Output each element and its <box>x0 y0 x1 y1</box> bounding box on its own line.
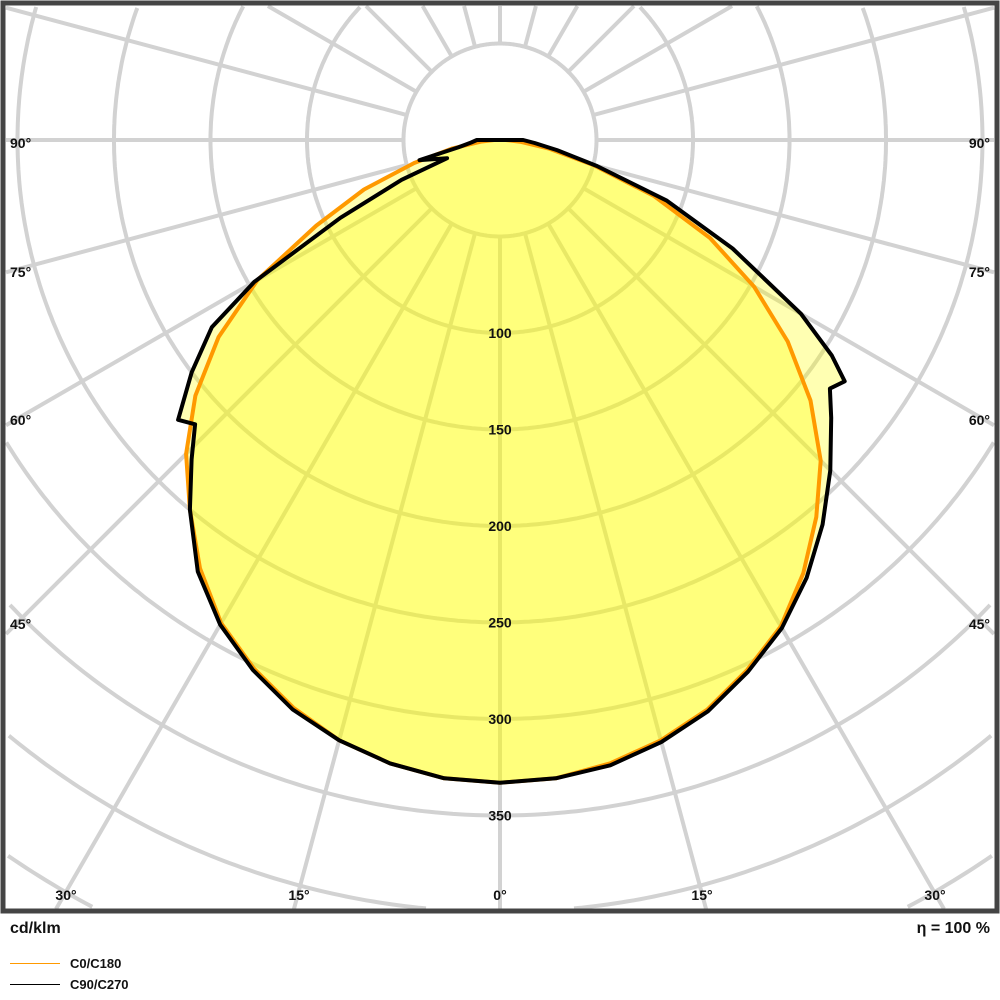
radial-tick-label: 200 <box>488 518 512 534</box>
grid-spoke <box>546 222 946 911</box>
polar-grid <box>4 4 996 911</box>
angle-label-right: 45° <box>969 616 990 632</box>
series-line-c90-c270 <box>176 138 847 785</box>
angle-label-right: 75° <box>969 264 990 280</box>
grid-spoke <box>462 5 477 48</box>
grid-spoke <box>54 222 454 911</box>
legend-swatch-orange <box>10 963 60 964</box>
grid-ring <box>8 603 992 818</box>
grid-spoke <box>523 5 538 48</box>
radial-tick-label: 300 <box>488 711 512 727</box>
axis-labels: 100 150 200 250 300 350 90° 90° 75° 75° 60° 60° 45° 4… <box>10 135 990 903</box>
legend-item-c90-c270: C90/C270 <box>10 977 129 992</box>
grid-spoke <box>420 5 454 58</box>
unit-label: cd/klm <box>10 920 61 937</box>
grid-spoke <box>5 163 408 275</box>
grid-spoke <box>5 5 408 117</box>
angle-label-left: 45° <box>10 616 31 632</box>
legend-label: C0/C180 <box>70 956 122 971</box>
grid-spoke <box>4 206 434 636</box>
angle-label-left: 90° <box>10 135 31 151</box>
legend-label: C90/C270 <box>70 977 129 992</box>
series-fill-c0-c180 <box>186 140 821 783</box>
grid-spoke <box>566 4 636 74</box>
angle-label-left: 75° <box>10 264 31 280</box>
efficiency-label: η = 100 % <box>916 920 990 937</box>
grid-ring <box>7 734 993 911</box>
grid-ring <box>15 6 985 625</box>
series-fill-c90-c270 <box>178 140 845 783</box>
angle-label-bottom: 15° <box>288 887 309 903</box>
grid-spoke <box>5 186 418 427</box>
angle-label-right: 90° <box>969 135 990 151</box>
legend-item-c0-c180: C0/C180 <box>10 956 121 971</box>
grid-ring <box>305 5 695 335</box>
radial-tick-label: 350 <box>488 808 512 824</box>
radial-tick-label: 100 <box>488 325 512 341</box>
polar-light-distribution-chart: 100 150 200 250 300 350 90° 90° 75° 75° 60° 60° 45° 4… <box>0 0 1000 914</box>
angle-label-bottom: 30° <box>55 887 76 903</box>
radial-tick-label: 250 <box>488 615 512 631</box>
legend-swatch-black <box>10 984 60 985</box>
grid-spoke <box>582 4 734 94</box>
grid-ring <box>112 7 888 528</box>
grid-ring <box>4 441 996 721</box>
grid-spoke <box>364 4 434 74</box>
angle-label-bottom: 15° <box>691 887 712 903</box>
grid-spoke <box>592 163 995 275</box>
plot-frame <box>0 0 1000 914</box>
angle-label-right: 60° <box>969 412 990 428</box>
grid-spoke <box>523 232 708 910</box>
radial-tick-label: 150 <box>488 422 512 438</box>
grid-spoke <box>292 232 477 910</box>
grid-spoke <box>266 4 418 94</box>
grid-spoke <box>582 186 996 427</box>
grid-ring <box>6 854 994 909</box>
angle-label-bottom: 0° <box>493 887 506 903</box>
grid-spoke <box>546 5 580 58</box>
curves <box>176 138 847 785</box>
angle-label-left: 60° <box>10 412 31 428</box>
grid-spoke <box>592 5 995 117</box>
grid-spoke <box>566 206 996 636</box>
angle-label-bottom: 30° <box>924 887 945 903</box>
